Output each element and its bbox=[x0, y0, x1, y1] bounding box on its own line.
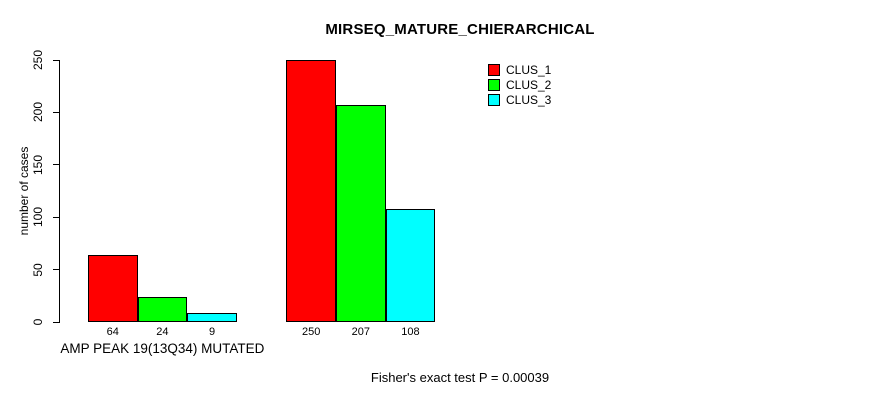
legend-label: CLUS_1 bbox=[506, 63, 552, 78]
x-axis-group-label: AMP PEAK 19(13Q34) MUTATED bbox=[60, 341, 265, 356]
y-tick bbox=[53, 111, 59, 113]
y-tick bbox=[53, 269, 59, 271]
legend: CLUS_1 CLUS_2 CLUS_3 bbox=[488, 63, 551, 107]
y-tick bbox=[53, 164, 59, 166]
bar-clus_1 bbox=[286, 60, 336, 322]
y-tick bbox=[53, 321, 59, 323]
stat-annotation: Fisher's exact test P = 0.00039 bbox=[370, 370, 550, 385]
legend-swatch bbox=[488, 93, 500, 106]
y-tick-label: 150 bbox=[31, 154, 45, 175]
bar-value-label: 64 bbox=[106, 326, 119, 338]
y-tick bbox=[53, 59, 59, 61]
legend-swatch bbox=[488, 79, 500, 92]
y-axis-label: number of cases bbox=[17, 146, 31, 236]
bar-clus_1 bbox=[88, 254, 138, 322]
legend-label: CLUS_2 bbox=[506, 78, 552, 93]
bar-value-label: 24 bbox=[156, 326, 169, 338]
y-tick-label: 50 bbox=[31, 262, 45, 277]
legend-swatch bbox=[488, 64, 500, 77]
bar-value-label: 250 bbox=[302, 326, 321, 338]
bar-clus_3 bbox=[187, 312, 237, 322]
y-tick-label: 200 bbox=[31, 102, 45, 123]
legend-item-clus_3: CLUS_3 bbox=[488, 93, 551, 108]
bar-value-label: 9 bbox=[208, 326, 216, 338]
bar-clus_3 bbox=[385, 208, 436, 322]
y-tick-label: 0 bbox=[31, 318, 45, 326]
legend-label: CLUS_3 bbox=[506, 92, 552, 107]
y-axis-line bbox=[59, 60, 60, 323]
bar-clus_2 bbox=[137, 296, 188, 322]
y-tick bbox=[53, 216, 59, 218]
bar-value-label: 207 bbox=[351, 326, 370, 338]
legend-item-clus_1: CLUS_1 bbox=[488, 63, 551, 78]
chart-title: MIRSEQ_MATURE_CHIERARCHICAL bbox=[325, 21, 595, 38]
y-tick-label: 250 bbox=[31, 49, 45, 71]
bar-value-label: 108 bbox=[401, 326, 420, 338]
bar-clus_2 bbox=[336, 105, 386, 322]
legend-item-clus_2: CLUS_2 bbox=[488, 78, 551, 93]
y-tick-label: 100 bbox=[31, 207, 45, 228]
